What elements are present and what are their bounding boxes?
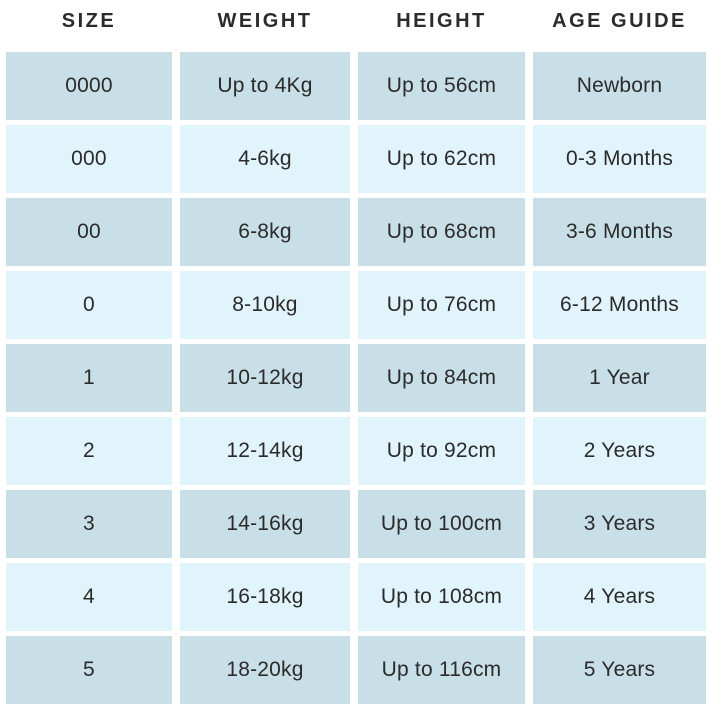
cell-height: Up to 76cm <box>358 271 525 339</box>
cell-height: Up to 84cm <box>358 344 525 412</box>
cell-weight: 16-18kg <box>180 563 350 631</box>
cell-weight: 10-12kg <box>180 344 350 412</box>
cell-size: 0000 <box>6 52 172 120</box>
table-body: 0000 Up to 4Kg Up to 56cm Newborn 000 4-… <box>6 52 706 704</box>
table-row: 1 10-12kg Up to 84cm 1 Year <box>6 344 706 412</box>
cell-height: Up to 108cm <box>358 563 525 631</box>
cell-height: Up to 116cm <box>358 636 525 704</box>
header-row: SIZE WEIGHT HEIGHT AGE GUIDE <box>6 0 706 52</box>
cell-height: Up to 62cm <box>358 125 525 193</box>
cell-age: 2 Years <box>533 417 706 485</box>
table-row: 5 18-20kg Up to 116cm 5 Years <box>6 636 706 704</box>
cell-size: 1 <box>6 344 172 412</box>
cell-size: 000 <box>6 125 172 193</box>
cell-weight: 4-6kg <box>180 125 350 193</box>
cell-weight: 6-8kg <box>180 198 350 266</box>
cell-age: 3-6 Months <box>533 198 706 266</box>
cell-size: 4 <box>6 563 172 631</box>
cell-size: 5 <box>6 636 172 704</box>
column-header-size: SIZE <box>61 10 117 32</box>
cell-weight: 14-16kg <box>180 490 350 558</box>
cell-size: 00 <box>6 198 172 266</box>
column-header-height: HEIGHT <box>396 10 487 32</box>
table-row: 4 16-18kg Up to 108cm 4 Years <box>6 563 706 631</box>
cell-height: Up to 56cm <box>358 52 525 120</box>
cell-age: 5 Years <box>533 636 706 704</box>
cell-size: 0 <box>6 271 172 339</box>
cell-age: 3 Years <box>533 490 706 558</box>
cell-weight: 12-14kg <box>180 417 350 485</box>
table-row: 2 12-14kg Up to 92cm 2 Years <box>6 417 706 485</box>
cell-age: 0-3 Months <box>533 125 706 193</box>
table-row: 0 8-10kg Up to 76cm 6-12 Months <box>6 271 706 339</box>
cell-height: Up to 100cm <box>358 490 525 558</box>
cell-weight: Up to 4Kg <box>180 52 350 120</box>
cell-weight: 8-10kg <box>180 271 350 339</box>
table-row: 000 4-6kg Up to 62cm 0-3 Months <box>6 125 706 193</box>
column-header-age-guide: AGE GUIDE <box>552 10 687 32</box>
table-row: 3 14-16kg Up to 100cm 3 Years <box>6 490 706 558</box>
cell-age: 6-12 Months <box>533 271 706 339</box>
cell-age: 4 Years <box>533 563 706 631</box>
column-header-weight: WEIGHT <box>217 10 313 32</box>
cell-height: Up to 92cm <box>358 417 525 485</box>
cell-weight: 18-20kg <box>180 636 350 704</box>
cell-size: 3 <box>6 490 172 558</box>
table-row: 0000 Up to 4Kg Up to 56cm Newborn <box>6 52 706 120</box>
cell-size: 2 <box>6 417 172 485</box>
cell-age: 1 Year <box>533 344 706 412</box>
cell-age: Newborn <box>533 52 706 120</box>
cell-height: Up to 68cm <box>358 198 525 266</box>
table-row: 00 6-8kg Up to 68cm 3-6 Months <box>6 198 706 266</box>
